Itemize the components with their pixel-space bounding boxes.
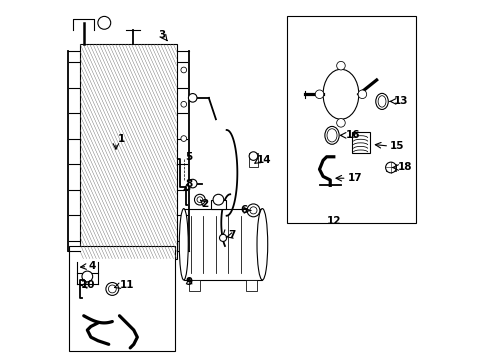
Text: 5: 5 <box>185 152 192 162</box>
Bar <box>287 16 415 223</box>
Bar <box>248 153 257 167</box>
Circle shape <box>246 204 259 217</box>
Bar <box>385 164 395 171</box>
Circle shape <box>197 197 203 203</box>
Circle shape <box>385 162 395 173</box>
Text: 12: 12 <box>326 216 340 226</box>
Text: 7: 7 <box>228 230 235 240</box>
Text: 1: 1 <box>118 134 124 144</box>
Circle shape <box>315 90 323 99</box>
Text: 11: 11 <box>119 280 134 291</box>
Circle shape <box>106 283 119 296</box>
Ellipse shape <box>323 69 358 119</box>
Text: 2: 2 <box>201 199 208 209</box>
Ellipse shape <box>326 129 336 142</box>
Bar <box>69 246 175 351</box>
Circle shape <box>181 67 186 73</box>
Circle shape <box>188 94 197 102</box>
Circle shape <box>336 62 345 70</box>
Bar <box>183 208 262 280</box>
Text: 16: 16 <box>345 130 359 140</box>
Bar <box>351 132 369 153</box>
Text: 8: 8 <box>185 179 192 189</box>
Text: 17: 17 <box>347 173 362 183</box>
Ellipse shape <box>179 208 188 280</box>
Circle shape <box>98 17 110 29</box>
Circle shape <box>108 285 116 293</box>
Ellipse shape <box>375 93 387 109</box>
Ellipse shape <box>377 96 385 107</box>
Circle shape <box>336 118 345 127</box>
Bar <box>211 200 225 208</box>
Ellipse shape <box>257 208 267 280</box>
Circle shape <box>248 152 257 160</box>
Circle shape <box>181 136 186 141</box>
Circle shape <box>213 194 224 205</box>
Text: 13: 13 <box>393 96 407 107</box>
Text: 6: 6 <box>241 205 247 215</box>
Text: 18: 18 <box>397 162 411 172</box>
Circle shape <box>188 179 197 188</box>
Bar <box>189 280 200 291</box>
Circle shape <box>219 234 226 242</box>
Bar <box>246 280 257 291</box>
Circle shape <box>357 90 366 99</box>
Text: 3: 3 <box>159 30 165 40</box>
Circle shape <box>82 271 93 282</box>
Text: 9: 9 <box>185 277 192 287</box>
Circle shape <box>249 207 257 214</box>
Text: 14: 14 <box>257 156 271 165</box>
Text: 4: 4 <box>89 261 96 271</box>
Bar <box>80 44 176 258</box>
Text: 15: 15 <box>389 141 404 151</box>
Circle shape <box>194 194 205 205</box>
Text: 10: 10 <box>81 280 96 291</box>
Ellipse shape <box>324 126 339 144</box>
Circle shape <box>181 102 186 107</box>
